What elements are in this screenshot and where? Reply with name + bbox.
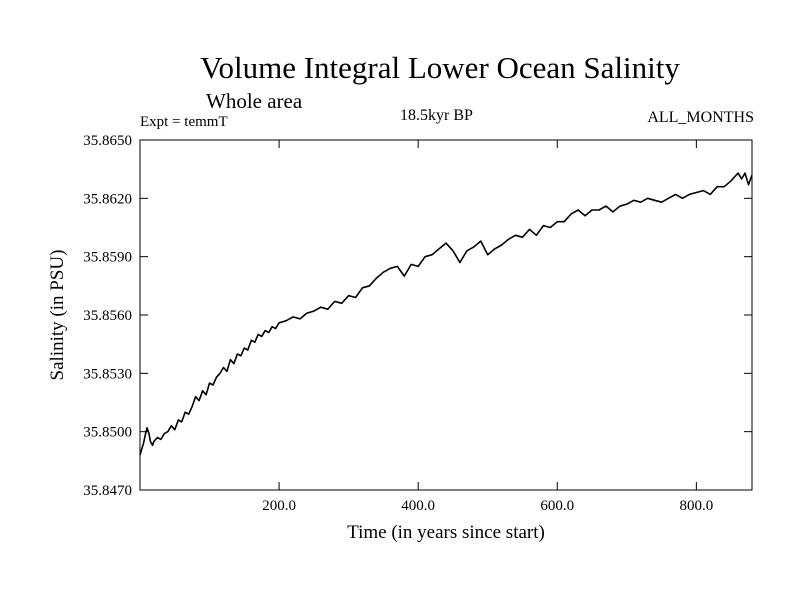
- x-tick-label: 600.0: [540, 498, 574, 514]
- y-tick-label: 35.8560: [83, 308, 132, 324]
- x-tick-label: 800.0: [679, 498, 713, 514]
- experiment-label: Expt = temmT: [140, 114, 228, 130]
- y-tick-label: 35.8530: [83, 366, 132, 382]
- x-axis: 200.0 400.0 600.0 800.0: [262, 140, 713, 514]
- salinity-series-line: [139, 172, 753, 456]
- y-axis: 35.8470 35.8500 35.8530 35.8560 35.8590 35.86…: [83, 133, 752, 499]
- chart-title: Volume Integral Lower Ocean Salinity: [200, 50, 680, 85]
- y-tick-label: 35.8620: [83, 191, 132, 207]
- period-label: 18.5kyr BP: [400, 107, 473, 124]
- x-tick-label: 200.0: [262, 498, 296, 514]
- x-axis-label: Time (in years since start): [347, 522, 545, 543]
- y-tick-label: 35.8500: [83, 425, 132, 441]
- y-tick-label: 35.8590: [83, 250, 132, 266]
- y-axis-label: Salinity (in PSU): [47, 250, 68, 381]
- chart-subtitle: Whole area: [206, 89, 303, 113]
- y-tick-label: 35.8470: [83, 483, 132, 499]
- y-tick-label: 35.8650: [83, 133, 132, 149]
- plot-frame: [139, 139, 753, 491]
- x-tick-label: 400.0: [401, 498, 435, 514]
- months-label: ALL_MONTHS: [647, 109, 754, 126]
